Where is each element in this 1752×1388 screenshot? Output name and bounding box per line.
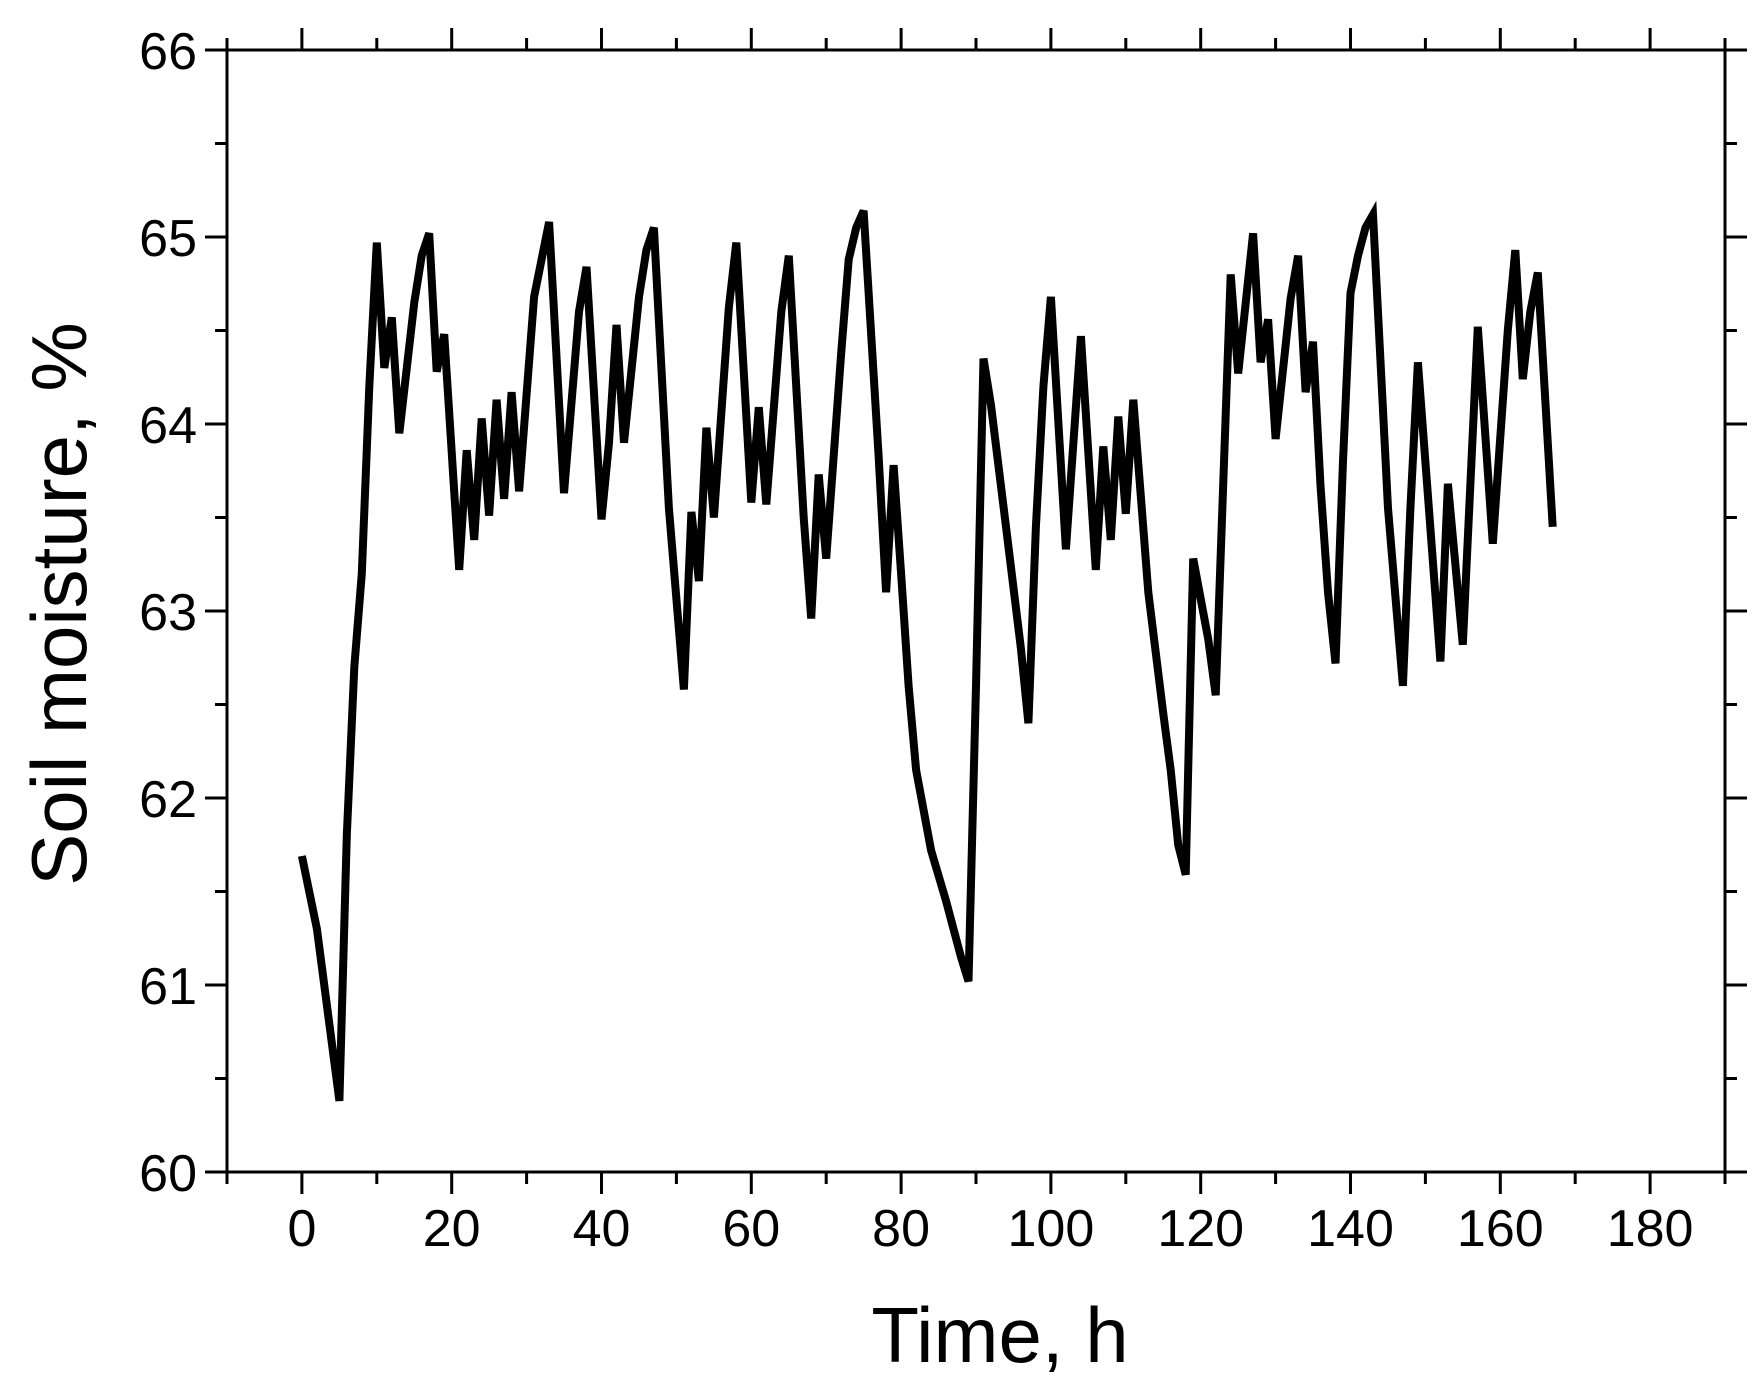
x-tick-label: 40 (573, 1200, 631, 1258)
x-tick-label: 0 (287, 1200, 316, 1258)
x-tick-label: 100 (1008, 1200, 1095, 1258)
plot-frame (225, 48, 1727, 1174)
y-tick-label: 66 (139, 23, 197, 81)
x-tick-label: 20 (423, 1200, 481, 1258)
x-axis-title: Time, h (871, 1291, 1128, 1379)
y-axis-title: Soil moisture, % (15, 322, 103, 886)
y-tick-label: 63 (139, 584, 197, 642)
x-tick-label: 120 (1157, 1200, 1244, 1258)
y-tick-label: 61 (139, 958, 197, 1016)
y-tick-label: 60 (139, 1145, 197, 1203)
x-tick-label: 80 (872, 1200, 930, 1258)
soil-moisture-line (297, 200, 1557, 1102)
y-tick-label: 62 (139, 771, 197, 829)
x-tick-label: 160 (1457, 1200, 1544, 1258)
x-tick-label: 60 (722, 1200, 780, 1258)
axis-ticks (205, 28, 1747, 1194)
x-tick-label: 180 (1607, 1200, 1694, 1258)
axis-tick-labels: 0 20 40 60 80 100 120 140 160 180 60 61 62 63 64 65 66 (139, 23, 1693, 1258)
y-tick-label: 65 (139, 210, 197, 268)
y-tick-label: 64 (139, 397, 197, 455)
x-tick-label: 140 (1307, 1200, 1394, 1258)
